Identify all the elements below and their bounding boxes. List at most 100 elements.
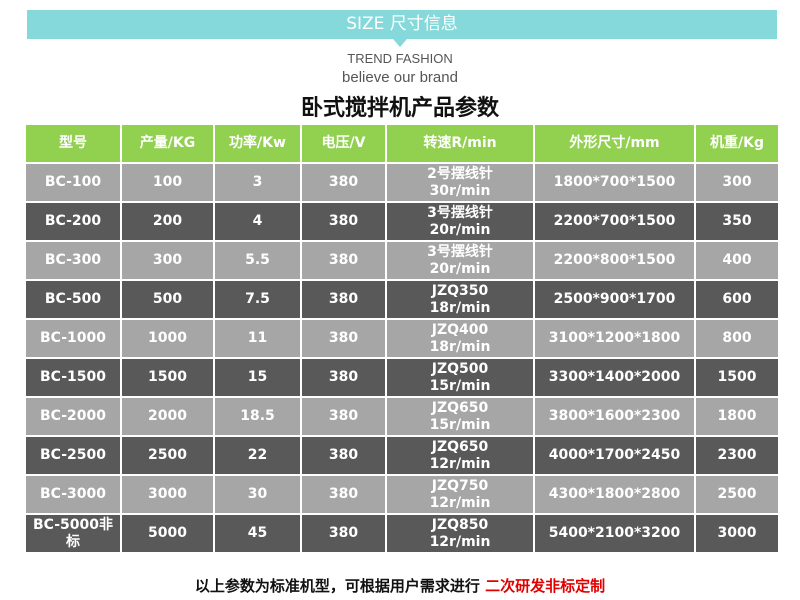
table-row: BC-500 500 7.5 380 JZQ350 18r/min 2500*900*170… <box>24 279 780 320</box>
speed-line: 18r/min <box>429 338 491 355</box>
cell-model: BC-2000 <box>24 396 122 437</box>
speed-line: 12r/min <box>429 533 491 550</box>
cell-power: 18.5 <box>213 396 302 437</box>
cell-model: BC-500 <box>24 279 122 320</box>
table-row: BC-100 100 3 380 2号摆线针 30r/min 1800*700*1500 30… <box>24 162 780 203</box>
cell-model: BC-200 <box>24 201 122 242</box>
cell-power: 11 <box>213 318 302 359</box>
cell-output: 3000 <box>120 474 215 515</box>
cell-weight: 400 <box>694 240 780 281</box>
cell-voltage: 380 <box>300 201 387 242</box>
speed-line: JZQ500 <box>431 360 489 377</box>
subtitle-trend: TREND FASHION <box>347 51 453 66</box>
cell-size: 4000*1700*2450 <box>533 435 696 476</box>
cell-weight: 800 <box>694 318 780 359</box>
speed-line: 15r/min <box>429 416 491 433</box>
speed-line: JZQ650 <box>431 399 489 416</box>
speed-line: 12r/min <box>429 455 491 472</box>
cell-voltage: 380 <box>300 162 387 203</box>
cell-power: 7.5 <box>213 279 302 320</box>
cell-speed: JZQ500 15r/min <box>385 357 535 398</box>
cell-speed: JZQ650 15r/min <box>385 396 535 437</box>
cell-size: 1800*700*1500 <box>533 162 696 203</box>
cell-power: 30 <box>213 474 302 515</box>
table-row: BC-1500 1500 15 380 JZQ500 15r/min 3300*1400*2… <box>24 357 780 398</box>
speed-line: JZQ750 <box>431 477 489 494</box>
cell-weight: 2300 <box>694 435 780 476</box>
cell-voltage: 380 <box>300 474 387 515</box>
table-row: BC-2000 2000 18.5 380 JZQ650 15r/min 3800*1600… <box>24 396 780 437</box>
cell-size: 4300*1800*2800 <box>533 474 696 515</box>
table-row: BC-300 300 5.5 380 3号摆线针 20r/min 2200*800*1500… <box>24 240 780 281</box>
cell-output: 100 <box>120 162 215 203</box>
speed-line: 3号摆线针 <box>427 204 493 221</box>
cell-model: BC-1500 <box>24 357 122 398</box>
page-title: 卧式搅拌机产品参数 <box>300 96 499 121</box>
cell-power: 45 <box>213 513 302 554</box>
table-row: BC-1000 1000 11 380 JZQ400 18r/min 3100*1200*1… <box>24 318 780 359</box>
header-model: 型号 <box>24 123 122 164</box>
cell-output: 1000 <box>120 318 215 359</box>
cell-output: 5000 <box>120 513 215 554</box>
subtitle-brand: believe our brand <box>342 69 458 86</box>
table-row: BC-5000非标 5000 45 380 JZQ850 12r/min 5400*2100… <box>24 513 780 554</box>
speed-line: JZQ400 <box>431 321 489 338</box>
cell-output: 500 <box>120 279 215 320</box>
header-power: 功率/Kw <box>213 123 302 164</box>
speed-line: 3号摆线针 <box>427 243 493 260</box>
table-row: BC-200 200 4 380 3号摆线针 20r/min 2200*700*1500 35… <box>24 201 780 242</box>
speed-line: JZQ850 <box>431 516 489 533</box>
speed-line: 20r/min <box>429 221 491 238</box>
cell-model: BC-3000 <box>24 474 122 515</box>
cell-speed: JZQ350 18r/min <box>385 279 535 320</box>
footer-note: 以上参数为标准机型，可根据用户需求进行 二次研发非标定制 <box>0 575 800 596</box>
speed-line: JZQ350 <box>431 282 489 299</box>
header-weight: 机重/Kg <box>694 123 780 164</box>
cell-output: 2000 <box>120 396 215 437</box>
cell-size: 2500*900*1700 <box>533 279 696 320</box>
cell-model: BC-5000非标 <box>24 513 122 554</box>
cell-voltage: 380 <box>300 396 387 437</box>
spec-table: 型号 产量/KG 功率/Kw 电压/V 转速R/min 外形尺寸/mm 机重/K… <box>24 123 780 554</box>
cell-model: BC-2500 <box>24 435 122 476</box>
cell-power: 22 <box>213 435 302 476</box>
cell-output: 1500 <box>120 357 215 398</box>
cell-power: 5.5 <box>213 240 302 281</box>
cell-voltage: 380 <box>300 318 387 359</box>
table-header-row: 型号 产量/KG 功率/Kw 电压/V 转速R/min 外形尺寸/mm 机重/K… <box>24 123 780 164</box>
footer-text: 以上参数为标准机型，可根据用户需求进行 <box>194 577 486 595</box>
cell-weight: 1800 <box>694 396 780 437</box>
cell-voltage: 380 <box>300 279 387 320</box>
cell-voltage: 380 <box>300 435 387 476</box>
cell-weight: 350 <box>694 201 780 242</box>
cell-voltage: 380 <box>300 240 387 281</box>
cell-weight: 300 <box>694 162 780 203</box>
cell-speed: 3号摆线针 20r/min <box>385 240 535 281</box>
cell-output: 200 <box>120 201 215 242</box>
speed-line: 2号摆线针 <box>427 165 493 182</box>
footer-highlight: 二次研发非标定制 <box>485 577 606 595</box>
speed-line: 20r/min <box>429 260 491 277</box>
speed-line: 12r/min <box>429 494 491 511</box>
cell-speed: JZQ850 12r/min <box>385 513 535 554</box>
cell-model: BC-1000 <box>24 318 122 359</box>
header-output: 产量/KG <box>120 123 215 164</box>
speed-line: 30r/min <box>429 182 491 199</box>
cell-power: 15 <box>213 357 302 398</box>
cell-weight: 600 <box>694 279 780 320</box>
table-row: BC-3000 3000 30 380 JZQ750 12r/min 4300*1800*2… <box>24 474 780 515</box>
cell-power: 3 <box>213 162 302 203</box>
header-size: 外形尺寸/mm <box>533 123 696 164</box>
banner-pointer <box>393 39 407 47</box>
cell-voltage: 380 <box>300 513 387 554</box>
speed-line: 18r/min <box>429 299 491 316</box>
cell-speed: JZQ650 12r/min <box>385 435 535 476</box>
cell-size: 3300*1400*2000 <box>533 357 696 398</box>
cell-output: 300 <box>120 240 215 281</box>
cell-power: 4 <box>213 201 302 242</box>
cell-model: BC-300 <box>24 240 122 281</box>
cell-model: BC-100 <box>24 162 122 203</box>
header-speed: 转速R/min <box>385 123 535 164</box>
speed-line: JZQ650 <box>431 438 489 455</box>
cell-speed: 2号摆线针 30r/min <box>385 162 535 203</box>
